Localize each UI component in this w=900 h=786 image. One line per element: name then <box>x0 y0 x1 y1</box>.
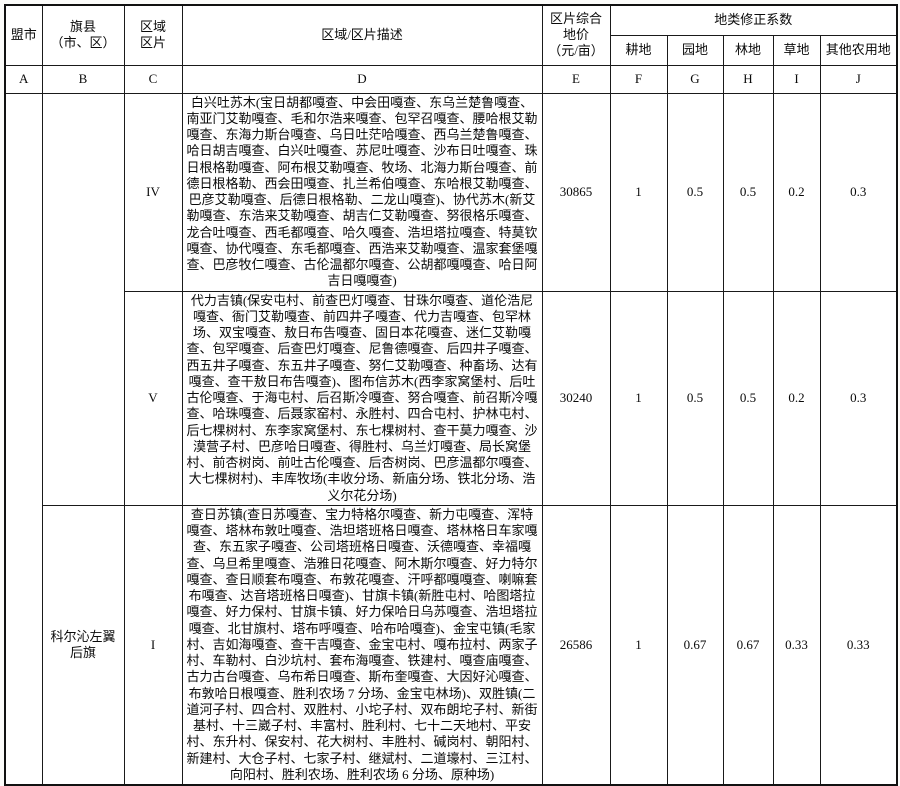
cell-description-i: 查日苏镇(查日苏嘎查、宝力特格尔嘎查、新力屯嘎查、浑特嘎查、塔林布敦吐嘎查、浩坦… <box>181 504 543 786</box>
letter-b: B <box>41 64 125 94</box>
cell-zone-v: V <box>123 290 183 506</box>
column-letter-row: A B C D E F G H I J <box>4 64 898 94</box>
header-coef-grass: 草地 <box>772 34 821 66</box>
cell-coef-iv-cropland: 1 <box>609 92 668 292</box>
header-price: 区片综合 地价 （元/亩） <box>541 4 611 66</box>
cell-county-upper <box>41 92 125 506</box>
cell-coef-i-grass: 0.33 <box>772 504 821 786</box>
cell-coef-v-cropland: 1 <box>609 290 668 506</box>
cell-coef-iv-garden: 0.5 <box>666 92 724 292</box>
letter-a: A <box>4 64 43 94</box>
letter-g: G <box>666 64 724 94</box>
scanned-page: 盟市 旗县 （市、区） 区域 区片 区域/区片描述 区片综合 地价 （元/亩） … <box>4 4 899 786</box>
cell-description-iv: 白兴吐苏木(宝日胡都嘎查、中会田嘎查、东乌兰楚鲁嘎查、南亚门艾勒嘎查、毛和尔浩来… <box>181 92 543 292</box>
cell-league-empty <box>4 92 43 786</box>
cell-zone-i: I <box>123 504 183 786</box>
cell-coef-v-grass: 0.2 <box>772 290 821 506</box>
letter-f: F <box>609 64 668 94</box>
letter-c: C <box>123 64 183 94</box>
cell-coef-v-other: 0.3 <box>819 290 898 506</box>
header-coefficient-group: 地类修正系数 <box>609 4 898 36</box>
letter-d: D <box>181 64 543 94</box>
header-row-2: 耕地 园地 林地 草地 其他农用地 <box>5 34 898 66</box>
letter-h: H <box>722 64 774 94</box>
cell-county-horqin-left-rear: 科尔沁左翼后旗 <box>41 504 125 786</box>
table-row-zone-i: 科尔沁左翼后旗 I 查日苏镇(查日苏嘎查、宝力特格尔嘎查、新力屯嘎查、浑特嘎查、… <box>5 504 898 786</box>
header-county: 旗县 （市、区） <box>41 4 125 66</box>
cell-price-i: 26586 <box>541 504 611 786</box>
letter-i: I <box>772 64 821 94</box>
cell-zone-iv: IV <box>123 92 183 292</box>
letter-e: E <box>541 64 611 94</box>
header-league: 盟市 <box>4 4 43 66</box>
cell-coef-i-cropland: 1 <box>609 504 668 786</box>
cell-coef-i-forest: 0.67 <box>722 504 774 786</box>
header-zone: 区域 区片 <box>123 4 183 66</box>
letter-j: J <box>819 64 898 94</box>
header-coef-other: 其他农用地 <box>819 34 898 66</box>
header-coef-forest: 林地 <box>722 34 774 66</box>
header-description: 区域/区片描述 <box>181 4 543 66</box>
cell-coef-i-other: 0.33 <box>819 504 898 786</box>
cell-coef-i-garden: 0.67 <box>666 504 724 786</box>
cell-coef-iv-other: 0.3 <box>819 92 898 292</box>
land-price-table: 盟市 旗县 （市、区） 区域 区片 区域/区片描述 区片综合 地价 （元/亩） … <box>4 4 899 786</box>
header-coef-garden: 园地 <box>666 34 724 66</box>
header-row-1: 盟市 旗县 （市、区） 区域 区片 区域/区片描述 区片综合 地价 （元/亩） … <box>4 4 898 66</box>
cell-price-v: 30240 <box>541 290 611 506</box>
cell-coef-v-garden: 0.5 <box>666 290 724 506</box>
cell-coef-v-forest: 0.5 <box>722 290 774 506</box>
header-coef-cropland: 耕地 <box>609 34 668 66</box>
cell-coef-iv-forest: 0.5 <box>722 92 774 292</box>
cell-coef-iv-grass: 0.2 <box>772 92 821 292</box>
table-row-zone-v: V 代力吉镇(保安屯村、前查巴灯嘎查、甘珠尔嘎查、道伦浩尼嘎查、衙门艾勒嘎查、前… <box>5 290 898 506</box>
table-row-zone-iv: IV 白兴吐苏木(宝日胡都嘎查、中会田嘎查、东乌兰楚鲁嘎查、南亚门艾勒嘎查、毛和… <box>4 92 898 786</box>
cell-description-v: 代力吉镇(保安屯村、前查巴灯嘎查、甘珠尔嘎查、道伦浩尼嘎查、衙门艾勒嘎查、前四井… <box>181 290 543 506</box>
cell-price-iv: 30865 <box>541 92 611 292</box>
